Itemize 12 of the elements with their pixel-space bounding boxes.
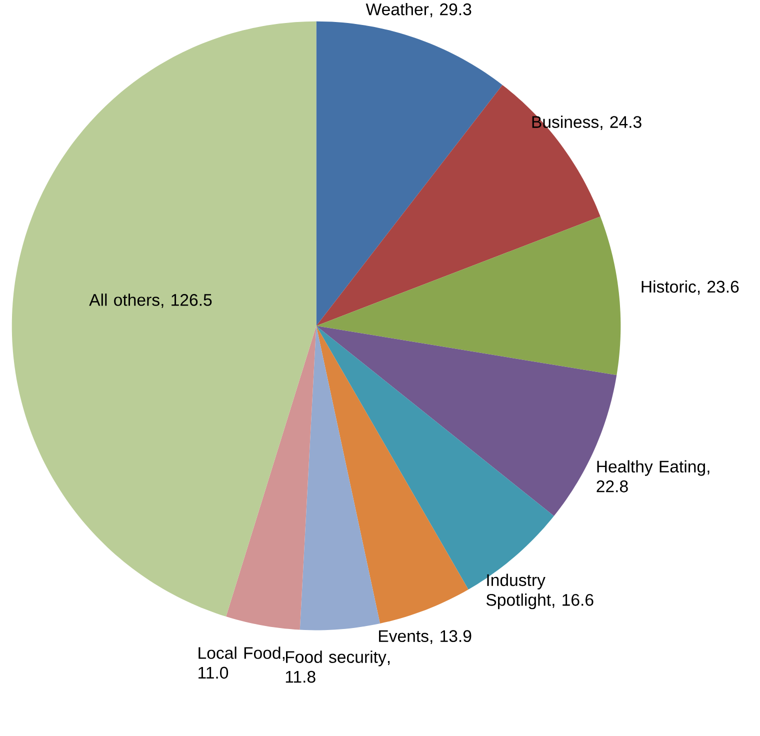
slice-label: Industry Spotlight xyxy=(486,574,551,610)
data-label: , 29.3 xyxy=(430,3,472,18)
slice-label: Weather xyxy=(366,2,429,16)
slice-label: Events xyxy=(379,630,428,642)
slice-label: Local Food xyxy=(198,646,280,659)
data-label: , 24.3 xyxy=(600,116,642,130)
data-label: , 126.5 xyxy=(162,294,212,308)
slice-label: Historic xyxy=(642,280,696,293)
data-label: , 23.6 xyxy=(698,280,739,295)
data-label: , 13.9 xyxy=(430,630,472,644)
slice-label: All others xyxy=(89,294,160,306)
data-label: , 16.6 xyxy=(552,594,594,608)
